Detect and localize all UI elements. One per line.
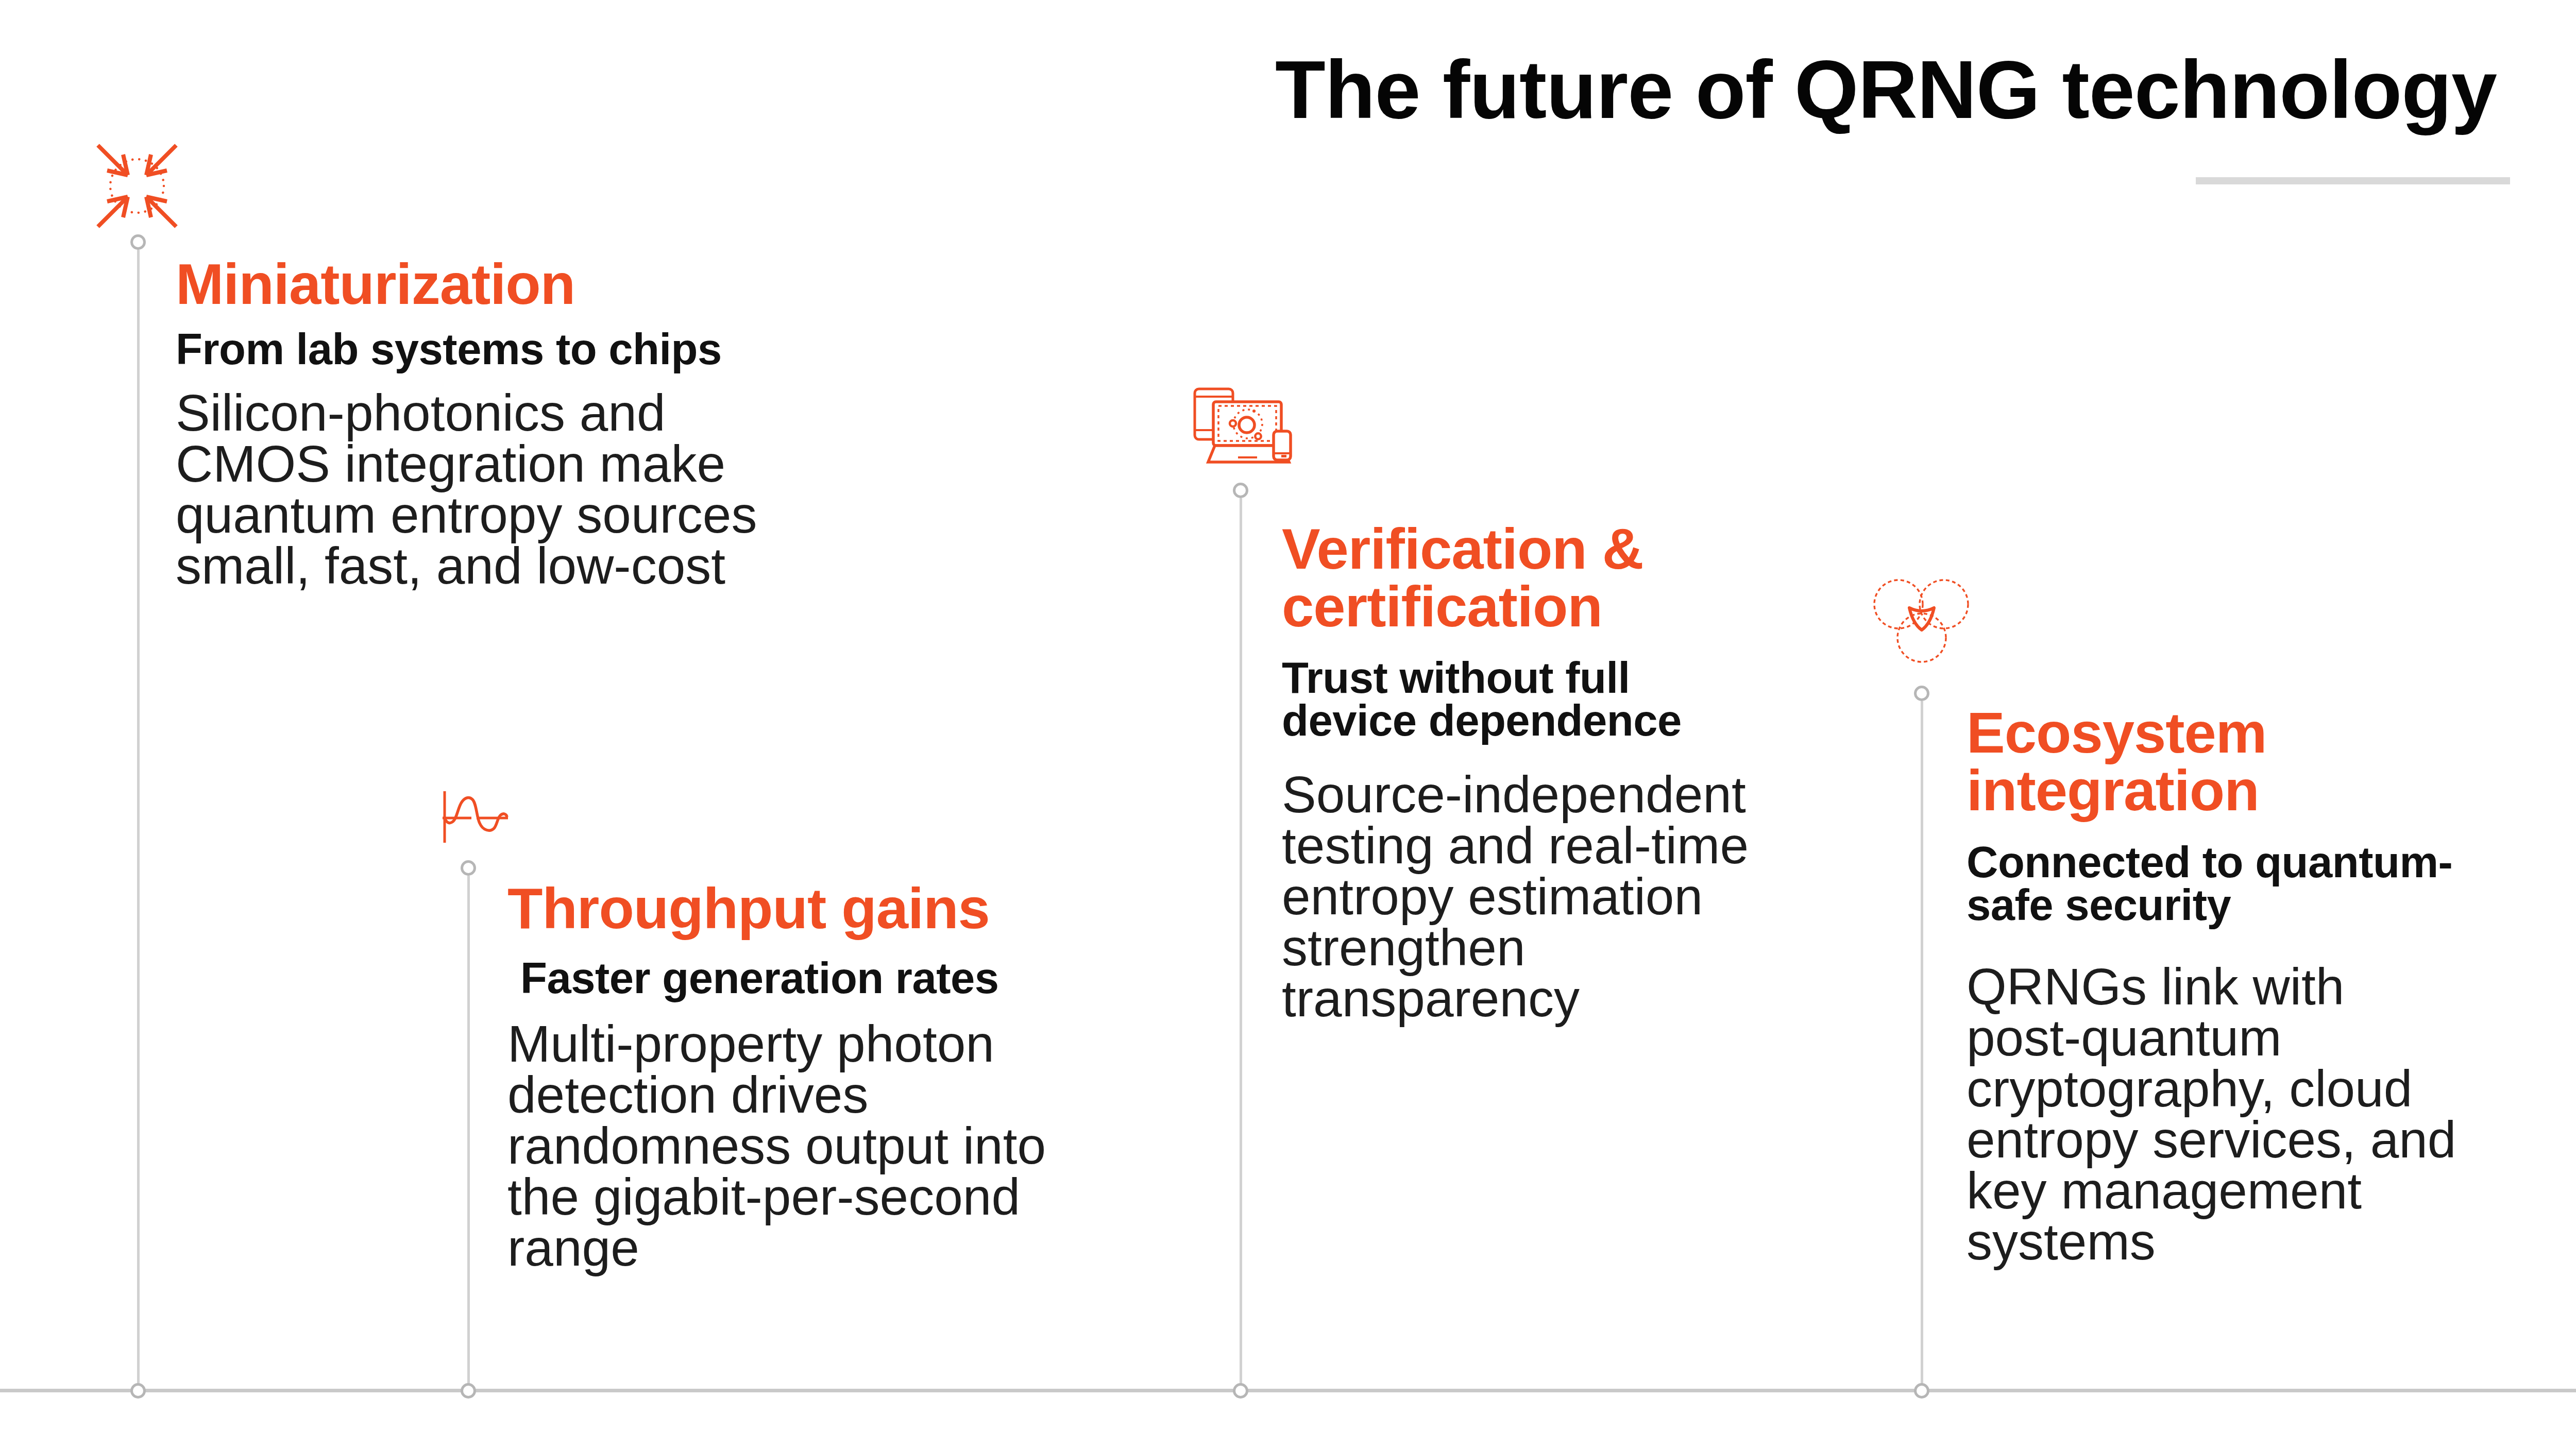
timeline-node-bottom [1233,1383,1248,1399]
title-underline [2196,177,2510,184]
venn-circles-icon [1873,579,1971,666]
item-body: Multi-property photon detection drives r… [507,1018,1046,1273]
timeline-node-top [1914,686,1929,701]
timeline-baseline [0,1389,2576,1392]
timeline-node-top [461,860,476,876]
item-body: Silicon-photonics and CMOS integration m… [176,387,757,591]
page-title: The future of QRNG technology [1275,48,2497,131]
item-subheading: From lab systems to chips [176,328,722,370]
item-heading: Miniaturization [176,255,575,313]
timeline-node-top [1233,483,1248,498]
item-subheading: Faster generation rates [520,957,999,999]
item-heading: Verification & certification [1282,520,1643,636]
timeline-connector-line [467,876,470,1391]
compress-arrows-icon [94,142,180,230]
timeline-node-top [130,234,146,250]
slide-canvas: The future of QRNG technology Miniaturiz… [0,0,2576,1449]
sine-wave-icon [439,791,512,845]
item-heading: Ecosystem integration [1967,704,2266,820]
item-body: QRNGs link with post-quantum cryptograph… [1967,961,2456,1267]
item-subheading: Trust without full device dependence [1282,656,1682,742]
timeline-node-bottom [130,1383,146,1399]
item-body: Source-independent testing and real-time… [1282,769,1749,1024]
timeline-node-bottom [1914,1383,1929,1399]
item-subheading: Connected to quantum- safe security [1967,841,2452,926]
timeline-connector-line [1240,498,1242,1391]
timeline-connector-line [1921,701,1923,1391]
timeline-node-bottom [461,1383,476,1399]
connected-devices-icon [1193,387,1292,465]
timeline-connector-line [137,250,140,1391]
item-heading: Throughput gains [507,880,990,937]
